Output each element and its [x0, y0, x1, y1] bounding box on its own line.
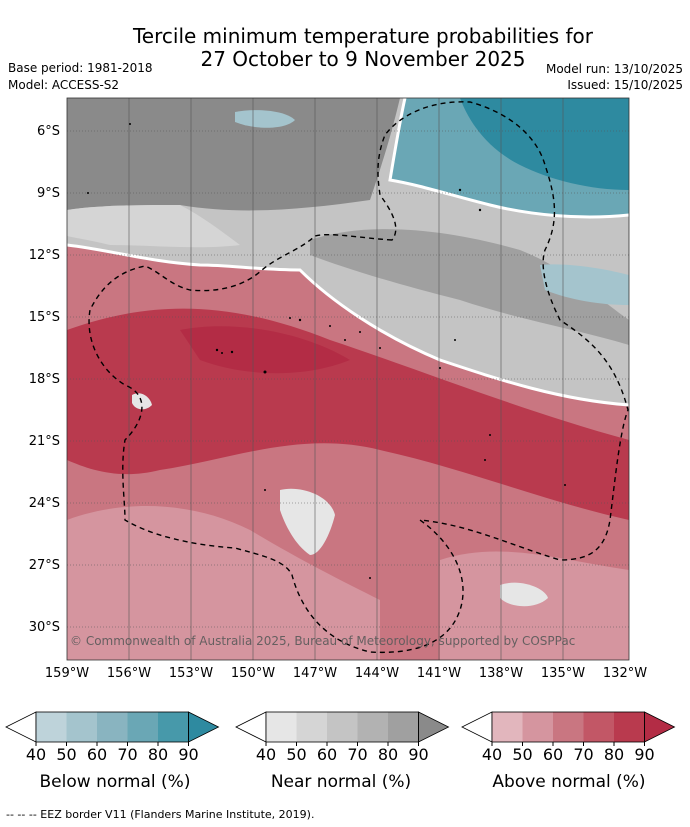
below-normal-patch-north [235, 110, 295, 128]
eez-border [88, 101, 629, 654]
colorbar-tick-label: 70 [347, 745, 368, 764]
colorbar-frame [265, 711, 419, 743]
lon-label: 138°W [478, 666, 524, 681]
lon-label: 150°W [230, 666, 276, 681]
eez-footnote: -- -- -- EEZ border V11 (Flanders Marine… [6, 808, 315, 821]
lat-label: 27°S [28, 558, 60, 573]
colorbar-extend-high [418, 711, 450, 743]
category-boundary-south [67, 243, 629, 407]
near-normal-label: Near normal (%) [270, 772, 412, 792]
map-field [67, 98, 629, 660]
colorbar-above [461, 711, 676, 746]
lon-label: 156°W [106, 666, 152, 681]
colorbar-frame [35, 711, 189, 743]
colorbar-frame [491, 711, 645, 743]
colorbar-tick-label: 60 [316, 745, 338, 764]
near-normal-patch-west [132, 393, 152, 410]
colorbar-extend-low [5, 711, 37, 743]
lon-label: 141°W [416, 666, 462, 681]
lat-label: 12°S [28, 248, 60, 263]
near-normal-patch-southeast [500, 582, 548, 607]
graticule [67, 130, 629, 628]
colorbar-segment [36, 712, 67, 742]
colorbar-segment [158, 712, 189, 742]
lat-label: 18°S [28, 372, 60, 387]
colorbar-below [5, 711, 220, 746]
colorbar-tick-label: 60 [86, 745, 108, 764]
title-line-1: Tercile minimum temperature probabilitie… [132, 24, 594, 48]
colorbar-extend-low [461, 711, 493, 743]
above-normal-low-south [67, 506, 380, 660]
colorbar-segment [553, 712, 584, 742]
colorbar-segment [127, 712, 158, 742]
colorbar-tick-label: 50 [56, 745, 77, 764]
above-normal-low-southeast [440, 551, 629, 660]
colorbar-tick-label: 50 [512, 745, 533, 764]
model-run: Model run: 13/10/2025 [545, 62, 683, 76]
lat-label: 9°S [36, 186, 60, 201]
lat-label: 21°S [28, 434, 60, 449]
lat-label: 30°S [28, 620, 60, 635]
colorbar-near [235, 711, 450, 746]
base-period: Base period: 1981-2018 [8, 61, 153, 75]
model-name: Model: ACCESS-S2 [8, 78, 120, 92]
below-normal-high [460, 98, 629, 190]
lat-label: 24°S [28, 496, 60, 511]
lat-label: 6°S [36, 124, 60, 139]
colorbar-segment [97, 712, 128, 742]
colorbar-tick-label: 80 [377, 745, 399, 764]
colorbar-segment [66, 712, 97, 742]
near-normal-light [67, 205, 240, 248]
colorbar-extend-high [644, 711, 676, 743]
lon-label: 144°W [354, 666, 400, 681]
colorbar-segment [388, 712, 419, 742]
colorbar-tick-label: 90 [178, 745, 199, 764]
colorbar-tick-label: 50 [286, 745, 307, 764]
issued-date: Issued: 15/10/2025 [567, 78, 683, 92]
colorbar-segment [583, 712, 614, 742]
lon-label: 159°W [44, 666, 90, 681]
colorbar-segment [492, 712, 523, 742]
colorbar-segment [522, 712, 553, 742]
below-normal-label: Below normal (%) [39, 772, 191, 792]
islands [87, 123, 566, 579]
meridians [128, 98, 564, 660]
above-normal-label: Above normal (%) [492, 772, 646, 792]
lon-label: 153°W [168, 666, 214, 681]
title-line-2: 27 October to 9 November 2025 [200, 47, 526, 71]
colorbar-tick-label: 80 [147, 745, 169, 764]
copyright-notice: © Commonwealth of Australia 2025, Bureau… [70, 634, 576, 648]
colorbar-tick-label: 90 [634, 745, 655, 764]
below-normal-patch-east [540, 264, 629, 305]
colorbar-tick-label: 70 [117, 745, 138, 764]
colorbar-segment [296, 712, 327, 742]
colorbar-segment [357, 712, 388, 742]
colorbar-segment [614, 712, 645, 742]
colorbar-segment [266, 712, 297, 742]
colorbar-extend-high [188, 711, 220, 743]
colorbar-tick-label: 40 [481, 745, 503, 764]
colorbar-segment [327, 712, 358, 742]
near-normal-patch-south [280, 488, 335, 555]
lon-label: 147°W [292, 666, 338, 681]
colorbar-tick-label: 70 [573, 745, 594, 764]
lat-label: 15°S [28, 310, 60, 325]
colorbar-tick-label: 80 [603, 745, 625, 764]
colorbar-tick-label: 90 [408, 745, 429, 764]
colorbar-tick-label: 40 [255, 745, 277, 764]
colorbar-tick-label: 60 [542, 745, 564, 764]
colorbar-tick-label: 40 [25, 745, 47, 764]
near-normal-high [67, 98, 400, 211]
near-normal-mid [310, 229, 629, 345]
colorbar-extend-low [235, 711, 267, 743]
map-frame [66, 97, 630, 661]
lon-label: 132°W [602, 666, 648, 681]
lon-label: 135°W [540, 666, 586, 681]
above-normal-core [180, 326, 350, 374]
